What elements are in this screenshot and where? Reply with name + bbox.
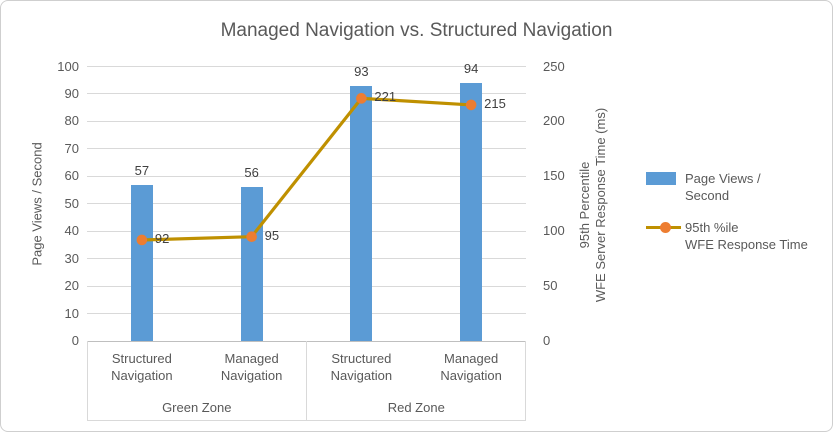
line-data-label: 95 bbox=[264, 227, 280, 243]
legend-item-response-time: 95th %ile WFE Response Time bbox=[646, 219, 831, 253]
right-axis-tick-label: 200 bbox=[543, 113, 565, 129]
left-axis-tick-label: 60 bbox=[64, 168, 79, 184]
right-axis-title-line2: WFE Server Response Time (ms) bbox=[593, 107, 608, 303]
right-axis-tick-label: 50 bbox=[543, 278, 558, 294]
left-axis-tick-label: 80 bbox=[64, 113, 79, 129]
bar-data-label: 94 bbox=[463, 60, 479, 76]
bar-data-label: 56 bbox=[244, 165, 259, 181]
left-axis-tick-label: 20 bbox=[64, 278, 79, 294]
zone-label: Green Zone bbox=[162, 400, 232, 415]
line-data-label: 221 bbox=[374, 89, 397, 105]
left-axis-tick-label: 70 bbox=[64, 140, 79, 156]
legend-label-response-time: 95th %ile WFE Response Time bbox=[685, 219, 808, 253]
legend-item-page-views: Page Views / Second bbox=[646, 170, 831, 204]
right-axis-tick-label: 250 bbox=[543, 58, 565, 74]
gridline bbox=[87, 66, 526, 67]
gridline bbox=[87, 93, 526, 95]
legend-text-line: Page Views / bbox=[685, 171, 761, 186]
line-data-label: 92 bbox=[154, 230, 170, 246]
line-series-path bbox=[141, 96, 472, 242]
category-label: Managed Navigation bbox=[440, 351, 502, 383]
legend-label-page-views: Page Views / Second bbox=[685, 170, 761, 204]
bar-data-label: 93 bbox=[354, 63, 369, 79]
legend: Page Views / Second 95th %ile WFE Respon… bbox=[646, 170, 831, 268]
line-series-swatch bbox=[646, 219, 685, 236]
left-axis-tick-label: 50 bbox=[64, 195, 79, 211]
left-axis-tick-label: 90 bbox=[64, 85, 79, 101]
bar bbox=[460, 82, 483, 341]
left-axis-tick-label: 100 bbox=[57, 58, 79, 74]
left-axis-tick-label: 40 bbox=[64, 223, 79, 239]
line-data-label: 215 bbox=[484, 95, 506, 111]
right-axis-tick-label: 150 bbox=[543, 168, 565, 184]
zone-divider bbox=[306, 341, 307, 421]
legend-text-line: 95th %ile bbox=[685, 220, 739, 235]
left-axis-tick-label: 30 bbox=[64, 250, 79, 266]
right-axis-tick-label: 100 bbox=[543, 223, 565, 239]
left-axis-tick-label: 10 bbox=[64, 305, 79, 321]
gridline bbox=[87, 258, 526, 260]
line-swatch-marker-icon bbox=[660, 222, 671, 233]
right-axis-title-line1: 95th Percentile bbox=[577, 161, 592, 249]
right-axis-title: 95th Percentile WFE Server Response Time… bbox=[577, 108, 609, 302]
legend-text-line: WFE Response Time bbox=[685, 237, 808, 252]
chart-title: Managed Navigation vs. Structured Naviga… bbox=[220, 20, 613, 41]
category-label: Structured Navigation bbox=[330, 351, 393, 383]
bar bbox=[130, 184, 153, 341]
bar bbox=[350, 85, 373, 341]
gridline bbox=[87, 313, 526, 315]
right-axis-tick-label: 0 bbox=[543, 333, 551, 348]
legend-text-line: Second bbox=[685, 188, 730, 203]
bar bbox=[240, 187, 263, 341]
zone-label: Red Zone bbox=[387, 400, 445, 415]
gridline bbox=[87, 285, 526, 287]
category-label: Structured Navigation bbox=[111, 351, 173, 383]
bar-series-swatch bbox=[646, 172, 676, 185]
bar-data-label: 57 bbox=[134, 162, 150, 178]
left-axis-tick-label: 0 bbox=[71, 333, 79, 348]
category-label: Managed Navigation bbox=[220, 351, 283, 383]
